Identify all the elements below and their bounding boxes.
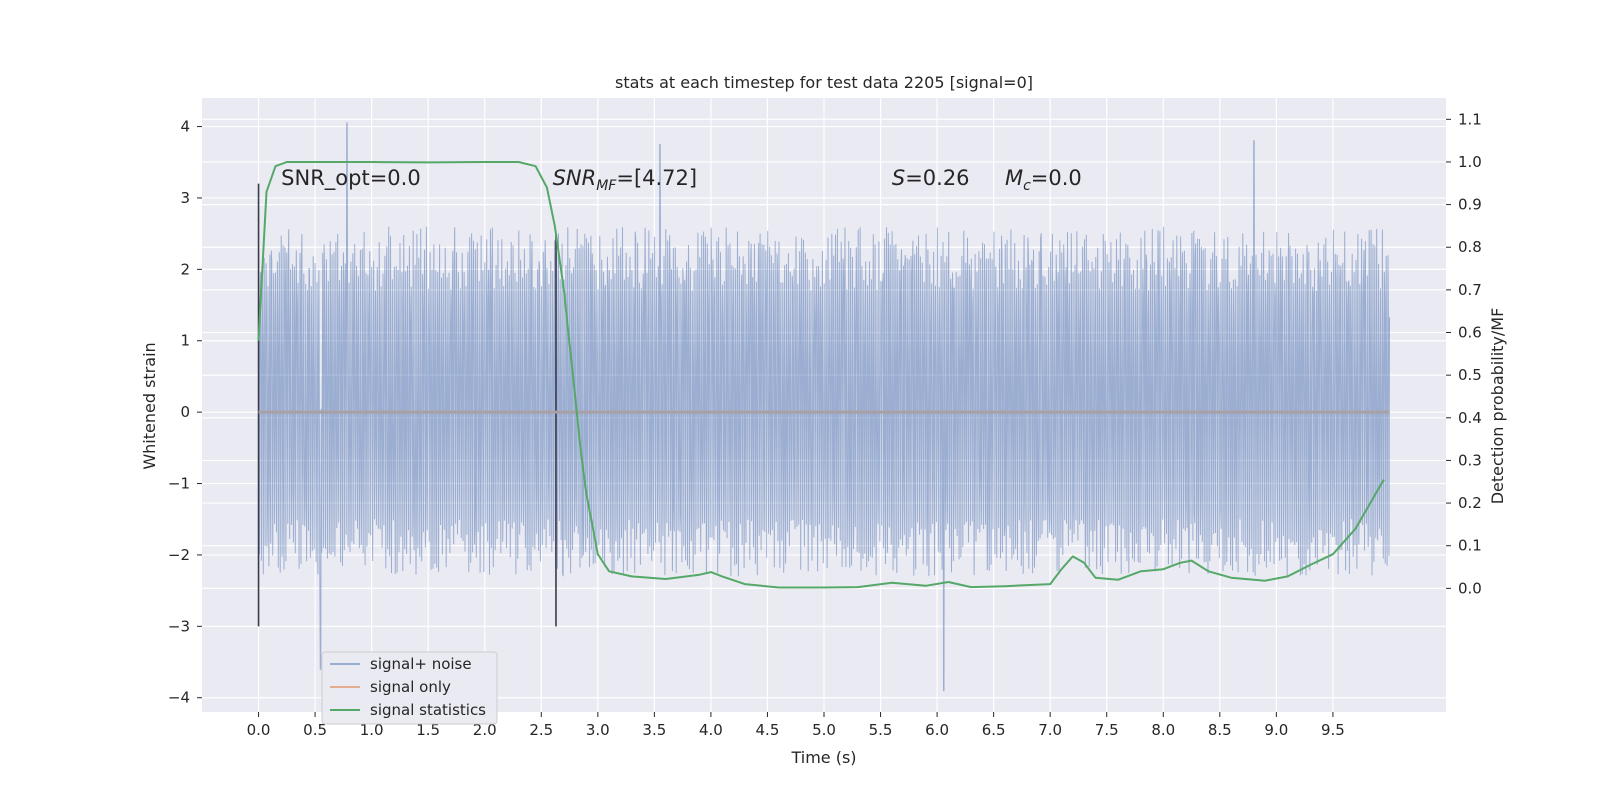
- legend-label-noise: signal+ noise: [370, 655, 472, 673]
- noise-series: [258, 122, 1390, 692]
- x-tick-label: 9.0: [1264, 721, 1288, 739]
- annotation-3: Mc=0.0: [1005, 166, 1082, 194]
- x-axis-ticks: 0.0 0.5 1.0 1.5 2.0 2.5 3.0 3.5 4.0 4.5 5.0 5.5 6.0 6…: [247, 712, 1345, 739]
- y-tick-label: −3: [168, 617, 190, 635]
- right-tick-label: 0.9: [1458, 196, 1482, 214]
- annotation-1: SNRMF=[4.72]: [553, 166, 698, 194]
- annotation-2: S=0.26: [892, 166, 970, 190]
- x-tick-label: 4.5: [756, 721, 780, 739]
- y-tick-label: −1: [168, 475, 190, 493]
- y-tick-label: −4: [168, 689, 190, 707]
- x-tick-label: 7.0: [1038, 721, 1062, 739]
- y-tick-label: 0: [180, 403, 190, 421]
- right-tick-label: 0.1: [1458, 537, 1482, 555]
- right-tick-label: 0.0: [1458, 579, 1482, 597]
- statistics-line: [257, 161, 1385, 589]
- x-tick-label: 2.5: [529, 721, 553, 739]
- right-tick-label: 0.4: [1458, 409, 1482, 427]
- y-tick-label: 4: [180, 118, 190, 136]
- right-tick-label: 0.7: [1458, 281, 1482, 299]
- right-tick-label: 1.1: [1458, 110, 1482, 128]
- right-tick-label: 1.0: [1458, 153, 1482, 171]
- legend-label-signal: signal only: [370, 678, 451, 696]
- y-tick-label: 1: [180, 332, 190, 350]
- x-tick-label: 3.5: [642, 721, 666, 739]
- x-tick-label: 8.5: [1208, 721, 1232, 739]
- y-tick-label: 2: [180, 260, 190, 278]
- x-tick-label: 5.5: [869, 721, 893, 739]
- chart-title: stats at each timestep for test data 220…: [615, 73, 1033, 92]
- y-axis-ticks: 4 3 2 1 0 −1 −2 −3 −4: [168, 118, 202, 707]
- x-tick-label: 6.5: [982, 721, 1006, 739]
- y-tick-label: −2: [168, 546, 190, 564]
- legend: signal+ noise signal only signal statist…: [321, 651, 498, 725]
- x-tick-label: 2.0: [473, 721, 497, 739]
- x-tick-label: 1.0: [360, 721, 384, 739]
- right-tick-label: 0.5: [1458, 366, 1482, 384]
- x-tick-label: 5.0: [812, 721, 836, 739]
- legend-box: [321, 651, 498, 725]
- signal-statistics-series: [257, 161, 1385, 589]
- noise-line: [258, 122, 1390, 692]
- annotations: SNR_opt=0.0 SNRMF=[4.72] S=0.26 Mc=0.0: [281, 166, 1082, 194]
- right-tick-label: 0.2: [1458, 494, 1482, 512]
- x-tick-label: 8.0: [1151, 721, 1175, 739]
- x-axis-label: Time (s): [790, 748, 856, 767]
- right-tick-label: 0.3: [1458, 451, 1482, 469]
- vertical-markers: [257, 183, 557, 627]
- y-tick-label: 3: [180, 189, 190, 207]
- x-tick-label: 1.5: [416, 721, 440, 739]
- x-tick-label: 3.0: [586, 721, 610, 739]
- x-tick-label: 4.0: [699, 721, 723, 739]
- right-tick-label: 0.8: [1458, 238, 1482, 256]
- right-axis-label: Detection probability/MF: [1488, 308, 1507, 505]
- x-tick-label: 0.5: [303, 721, 327, 739]
- right-tick-label: 0.6: [1458, 324, 1482, 342]
- y-axis-label: Whitened strain: [140, 342, 159, 469]
- x-tick-label: 7.5: [1095, 721, 1119, 739]
- x-tick-label: 6.0: [925, 721, 949, 739]
- x-tick-label: 0.0: [247, 721, 271, 739]
- x-tick-label: 9.5: [1321, 721, 1345, 739]
- legend-label-stats: signal statistics: [370, 701, 486, 719]
- right-axis-ticks: 1.1 1.0 0.9 0.8 0.7 0.6 0.5 0.4 0.3 0.2 0.1 0.0: [1446, 110, 1482, 597]
- annotation-0: SNR_opt=0.0: [281, 166, 421, 191]
